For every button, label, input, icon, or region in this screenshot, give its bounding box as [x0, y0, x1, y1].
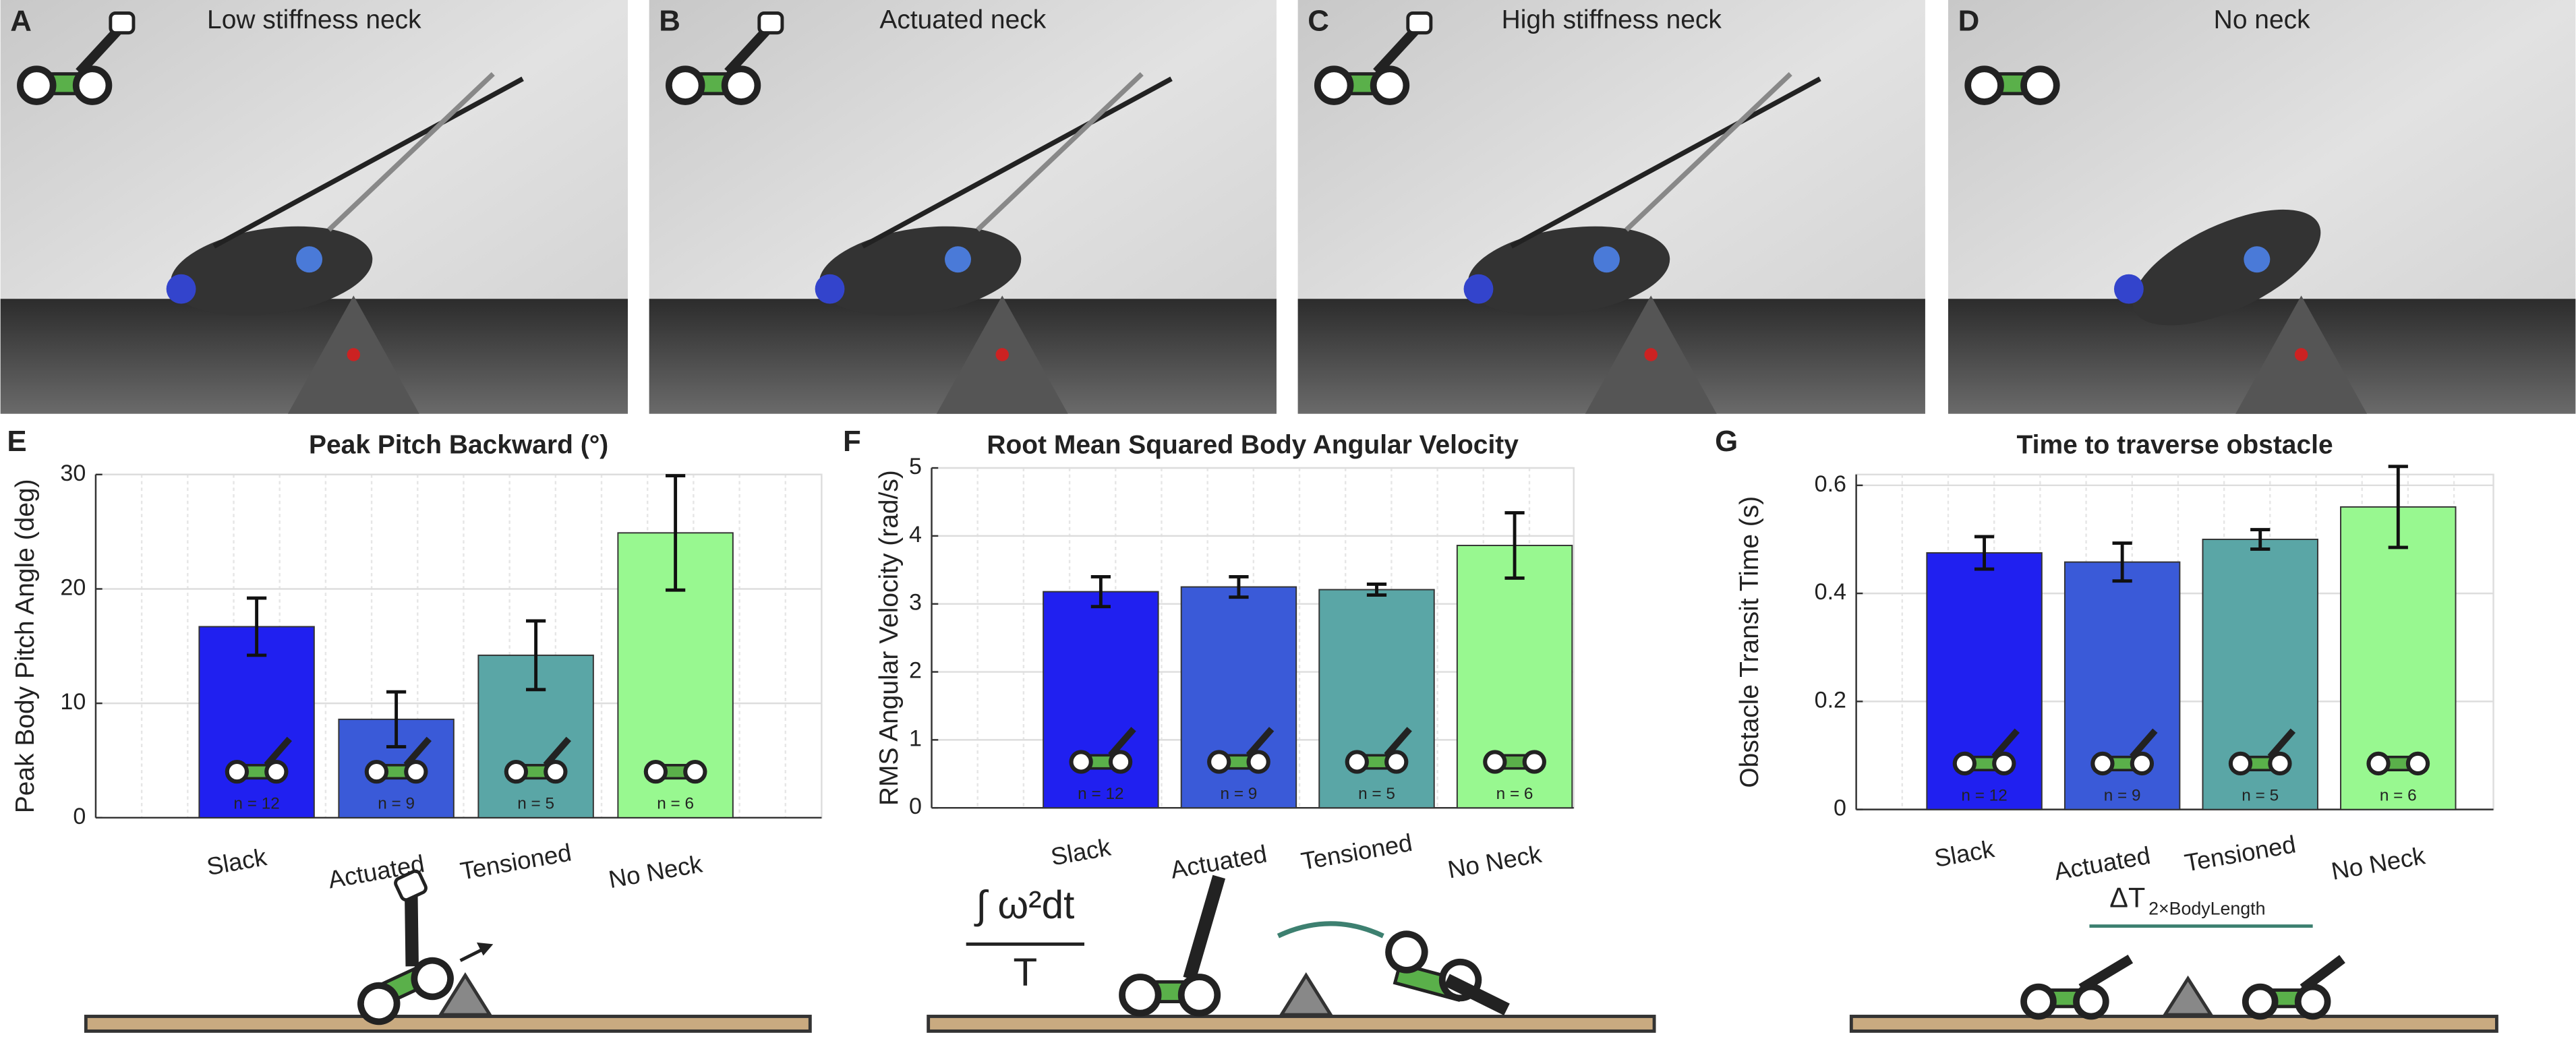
n-label: n = 5	[517, 795, 554, 813]
error-bar	[1229, 574, 1249, 599]
y-tick-label: 0.4	[1815, 579, 1846, 605]
n-label: n = 12	[1961, 787, 2007, 805]
delta-label: ΔT	[2109, 882, 2145, 913]
x-tick-label: Slack	[204, 843, 269, 881]
error-bar	[247, 596, 267, 657]
diagram-e	[84, 869, 812, 1033]
formula-denominator: T	[1013, 951, 1037, 994]
y-tick-label: 0.6	[1815, 471, 1846, 497]
diagram-f	[927, 874, 1656, 1033]
panel-letter: E	[7, 425, 26, 458]
photo-panel	[649, 0, 1277, 414]
x-tick-label: Tensioned	[458, 839, 573, 885]
n-label: n = 6	[2380, 787, 2417, 805]
n-label: n = 5	[2242, 787, 2279, 805]
error-bar	[1504, 511, 1525, 580]
y-tick-label: 0.2	[1815, 687, 1846, 713]
panel-title: Low stiffness neck	[207, 5, 421, 34]
y-tick-label: 4	[909, 522, 922, 547]
panel-letter: A	[10, 5, 32, 38]
panel-letter: D	[1958, 5, 1980, 38]
bar	[198, 626, 315, 819]
n-label: n = 9	[378, 795, 415, 813]
y-axis-label: Peak Body Pitch Angle (deg)	[11, 479, 40, 813]
y-tick-label: 10	[60, 689, 86, 715]
x-tick-label: Tensioned	[1299, 829, 1414, 875]
n-label: n = 6	[657, 795, 694, 813]
x-tick-label: No Neck	[1446, 840, 1544, 884]
panel-letter: C	[1308, 5, 1329, 38]
y-tick-label: 0	[73, 804, 86, 829]
panel-title: No neck	[2214, 5, 2310, 34]
n-label: n = 5	[1358, 785, 1395, 803]
n-label: n = 6	[1496, 785, 1533, 803]
chart-title: Time to traverse obstacle	[2017, 431, 2333, 460]
photo-panel	[1948, 0, 2576, 414]
y-tick-label: 1	[909, 725, 922, 751]
x-tick-label: Slack	[1049, 833, 1113, 870]
formula-numerator: ∫ ω²dt	[974, 883, 1074, 927]
panel-title: Actuated neck	[879, 5, 1046, 34]
photo-panel	[0, 0, 628, 414]
y-tick-label: 2	[909, 658, 922, 684]
error-bar	[2388, 465, 2408, 549]
y-axis-label: RMS Angular Velocity (rad/s)	[875, 470, 904, 806]
bar	[1318, 589, 1435, 809]
bar	[1180, 586, 1297, 809]
x-tick-label: No Neck	[606, 850, 705, 893]
chart-title: Root Mean Squared Body Angular Velocity	[987, 431, 1519, 460]
panel-letter: F	[843, 425, 861, 458]
error-bar	[386, 690, 407, 749]
error-bar	[1366, 583, 1387, 597]
diagram-g	[1849, 924, 2498, 1033]
panel-letter: B	[659, 5, 680, 38]
chart-title: Peak Pitch Backward (°)	[309, 431, 608, 460]
error-bar	[1090, 574, 1111, 609]
panel-title: High stiffness neck	[1502, 5, 1722, 34]
error-bar	[1974, 535, 1995, 571]
y-tick-label: 5	[909, 454, 922, 479]
bar	[1043, 591, 1159, 809]
x-tick-label: Actuated	[2052, 841, 2153, 885]
error-bar	[2250, 528, 2271, 551]
x-tick-label: Slack	[1932, 835, 1997, 872]
photo-panel	[1297, 0, 1925, 414]
y-tick-label: 0	[1834, 796, 1846, 821]
y-tick-label: 0	[909, 794, 922, 819]
y-tick-label: 30	[60, 460, 86, 486]
x-tick-label: No Neck	[2329, 841, 2428, 885]
n-label: n = 12	[233, 795, 279, 813]
x-tick-label: Tensioned	[2182, 830, 2297, 876]
delta-subscript: 2×BodyLength	[2148, 898, 2265, 918]
error-bar	[2112, 541, 2132, 583]
y-tick-label: 3	[909, 590, 922, 616]
n-label: n = 12	[1078, 785, 1123, 803]
error-bar	[666, 474, 686, 592]
error-bar	[526, 619, 546, 692]
n-label: n = 9	[1221, 785, 1258, 803]
n-label: n = 9	[2104, 787, 2141, 805]
y-tick-label: 20	[60, 574, 86, 600]
panel-letter: G	[1715, 425, 1738, 458]
y-axis-label: Obstacle Transit Time (s)	[1735, 496, 1764, 788]
bar	[2063, 561, 2181, 810]
